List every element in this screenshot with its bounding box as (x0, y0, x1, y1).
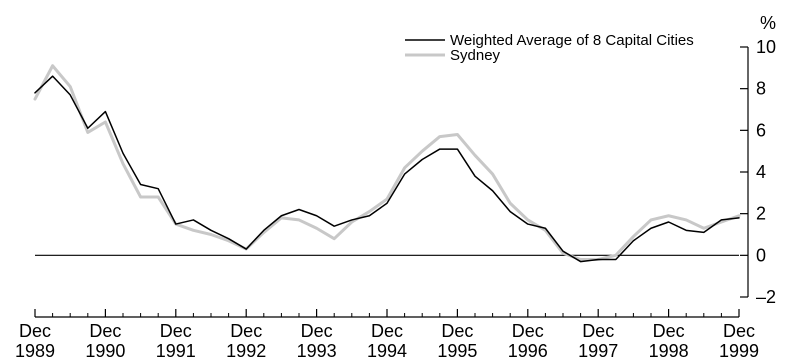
axes: Dec1989Dec1990Dec1991Dec1992Dec1993Dec19… (15, 37, 776, 361)
x-tick-label-month: Dec (512, 321, 544, 341)
x-tick-label-month: Dec (230, 321, 262, 341)
x-tick-label-month: Dec (723, 321, 755, 341)
y-tick-label: 4 (756, 162, 766, 182)
series-layer (33, 64, 741, 263)
y-tick-label: 6 (756, 120, 766, 140)
series-line-weighted-average-of-8-capital-cities (34, 75, 740, 263)
series-line-sydney (33, 64, 741, 261)
x-tick-label-year: 1995 (437, 341, 477, 361)
x-tick-label-year: 1998 (649, 341, 689, 361)
y-tick-label: –2 (756, 287, 776, 307)
x-tick-label-year: 1997 (578, 341, 618, 361)
y-axis-unit-label: % (760, 13, 776, 33)
x-tick-label-year: 1999 (719, 341, 759, 361)
x-tick-label-year: 1990 (85, 341, 125, 361)
x-tick-label-month: Dec (441, 321, 473, 341)
x-tick-label-year: 1991 (156, 341, 196, 361)
x-tick-label-month: Dec (160, 321, 192, 341)
x-tick-label-year: 1992 (226, 341, 266, 361)
x-tick-label-month: Dec (371, 321, 403, 341)
x-tick-label-month: Dec (19, 321, 51, 341)
x-tick-label-year: 1989 (15, 341, 55, 361)
legend-label: Weighted Average of 8 Capital Cities (450, 32, 694, 49)
y-tick-label: 10 (756, 37, 776, 57)
y-tick-label: 8 (756, 79, 766, 99)
y-tick-label: 2 (756, 204, 766, 224)
legend: Weighted Average of 8 Capital CitiesSydn… (405, 32, 694, 64)
x-tick-label-month: Dec (89, 321, 121, 341)
x-tick-label-month: Dec (582, 321, 614, 341)
x-tick-label-month: Dec (301, 321, 333, 341)
legend-label: Sydney (450, 47, 501, 64)
x-tick-label-month: Dec (653, 321, 685, 341)
x-tick-label-year: 1993 (297, 341, 337, 361)
x-tick-label-year: 1994 (367, 341, 407, 361)
x-tick-label-year: 1996 (508, 341, 548, 361)
y-tick-label: 0 (756, 245, 766, 265)
